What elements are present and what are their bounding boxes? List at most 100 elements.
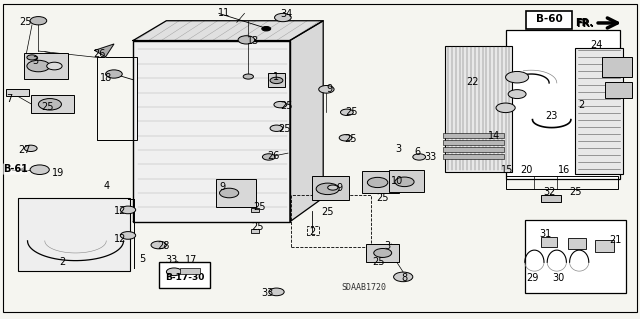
Circle shape: [506, 71, 529, 83]
Text: FR.: FR.: [577, 19, 595, 29]
Circle shape: [262, 26, 271, 31]
Text: 5: 5: [139, 254, 145, 264]
Text: 25: 25: [251, 222, 264, 232]
Circle shape: [30, 17, 47, 25]
Text: 23: 23: [545, 111, 558, 122]
Text: FR.: FR.: [575, 18, 593, 28]
Bar: [291, 195, 371, 247]
Bar: [251, 208, 259, 212]
Text: SDAAB1720: SDAAB1720: [341, 283, 386, 292]
Bar: [526, 11, 572, 29]
Bar: [389, 170, 424, 192]
Circle shape: [30, 165, 49, 174]
Bar: [602, 57, 632, 77]
Bar: [307, 226, 319, 235]
Text: 26: 26: [93, 49, 106, 59]
Bar: [506, 176, 618, 189]
Circle shape: [27, 60, 50, 72]
Bar: [443, 140, 504, 145]
Text: 16: 16: [558, 165, 571, 175]
Circle shape: [24, 145, 37, 152]
Bar: [541, 195, 561, 202]
Text: 26: 26: [268, 151, 280, 161]
Text: 11: 11: [218, 8, 230, 18]
Text: 20: 20: [520, 165, 532, 175]
Text: 8: 8: [401, 273, 408, 283]
Text: 12: 12: [114, 206, 127, 216]
Circle shape: [238, 36, 255, 44]
Text: 25: 25: [321, 207, 334, 217]
Text: 2: 2: [60, 256, 66, 267]
Bar: [445, 46, 512, 172]
Text: 2: 2: [578, 100, 584, 110]
Bar: [568, 238, 586, 249]
Bar: [159, 262, 210, 288]
Text: 1: 1: [273, 71, 280, 82]
Text: 25: 25: [19, 17, 32, 27]
Text: 25: 25: [278, 124, 291, 134]
Bar: [268, 73, 285, 87]
Circle shape: [328, 185, 338, 190]
Circle shape: [27, 55, 37, 60]
Text: 15: 15: [500, 165, 513, 175]
Bar: [216, 179, 256, 207]
Text: B-17-30: B-17-30: [164, 273, 204, 282]
Text: 9: 9: [326, 84, 333, 94]
Text: 17: 17: [184, 255, 197, 265]
Bar: [18, 198, 130, 271]
Text: 12: 12: [114, 234, 127, 244]
Text: 25: 25: [570, 187, 582, 197]
Text: 33: 33: [261, 288, 274, 298]
Text: 25: 25: [372, 257, 385, 267]
Circle shape: [275, 13, 291, 22]
Circle shape: [47, 62, 62, 70]
Circle shape: [166, 268, 182, 276]
Circle shape: [395, 177, 414, 187]
Polygon shape: [95, 44, 114, 57]
Bar: [605, 82, 632, 98]
Text: 25: 25: [346, 107, 358, 117]
Text: 14: 14: [488, 130, 500, 141]
Circle shape: [496, 103, 515, 113]
Text: 22: 22: [466, 77, 479, 87]
Circle shape: [120, 206, 136, 214]
Text: B-61: B-61: [3, 164, 28, 174]
Text: 3: 3: [384, 241, 390, 251]
Text: 25: 25: [42, 102, 54, 112]
Bar: [362, 171, 399, 193]
Polygon shape: [133, 21, 323, 41]
Circle shape: [38, 99, 61, 110]
Circle shape: [243, 74, 253, 79]
Bar: [133, 41, 290, 222]
Bar: [251, 229, 259, 233]
Bar: [180, 268, 200, 274]
Text: 25: 25: [376, 193, 389, 204]
Text: 13: 13: [246, 36, 259, 47]
Bar: [443, 154, 504, 159]
Text: 31: 31: [539, 228, 552, 239]
Bar: [525, 220, 626, 293]
Bar: [575, 48, 623, 174]
Circle shape: [270, 125, 283, 131]
Text: 28: 28: [157, 241, 170, 251]
Bar: [506, 30, 620, 179]
Text: 18: 18: [99, 73, 112, 83]
Circle shape: [413, 154, 426, 160]
Bar: [31, 95, 74, 113]
Polygon shape: [290, 21, 323, 222]
Circle shape: [274, 101, 287, 108]
Text: 30: 30: [552, 273, 564, 283]
Text: 7: 7: [6, 94, 12, 104]
Circle shape: [220, 188, 239, 198]
Circle shape: [339, 135, 352, 141]
Circle shape: [319, 85, 334, 93]
Text: 19: 19: [51, 168, 64, 178]
Text: 34: 34: [280, 9, 293, 19]
Text: 9: 9: [220, 182, 226, 192]
Circle shape: [374, 249, 392, 257]
Text: 24: 24: [590, 40, 603, 50]
Bar: [541, 237, 557, 247]
Bar: [443, 133, 504, 138]
Circle shape: [508, 90, 526, 99]
Text: 25: 25: [344, 134, 357, 144]
